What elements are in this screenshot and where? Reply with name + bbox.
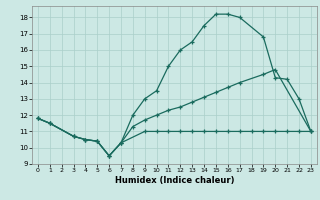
X-axis label: Humidex (Indice chaleur): Humidex (Indice chaleur) [115, 176, 234, 185]
